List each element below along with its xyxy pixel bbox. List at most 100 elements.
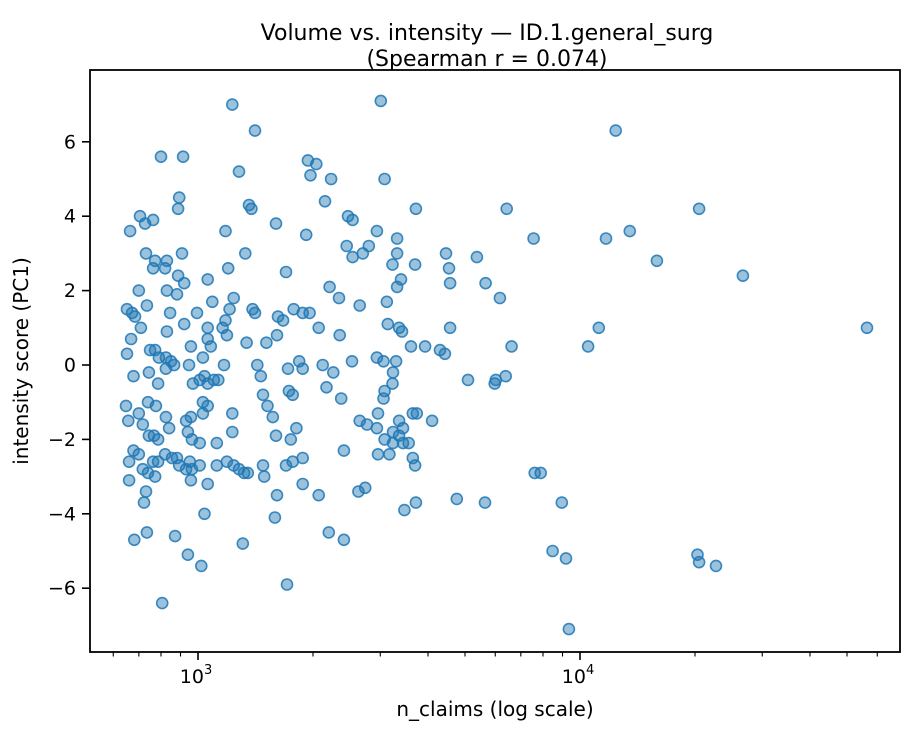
data-point bbox=[324, 172, 338, 186]
data-point bbox=[333, 328, 347, 342]
data-point bbox=[196, 407, 210, 420]
data-point bbox=[132, 407, 146, 420]
data-point bbox=[370, 351, 384, 364]
data-point bbox=[122, 414, 135, 428]
data-point bbox=[505, 340, 518, 353]
y-tick-label: 6 bbox=[64, 131, 76, 153]
data-point bbox=[470, 250, 484, 264]
data-point bbox=[219, 314, 232, 327]
data-point bbox=[257, 470, 271, 483]
data-point bbox=[500, 202, 514, 216]
data-point bbox=[358, 481, 372, 495]
data-point bbox=[159, 410, 173, 424]
data-point bbox=[151, 455, 165, 469]
data-point bbox=[406, 407, 420, 420]
data-point bbox=[268, 511, 282, 524]
data-point bbox=[409, 496, 423, 509]
data-point bbox=[239, 247, 252, 260]
data-point bbox=[534, 466, 548, 480]
data-point bbox=[562, 622, 576, 636]
data-point bbox=[122, 473, 136, 487]
data-point bbox=[184, 410, 198, 424]
data-point bbox=[219, 224, 232, 238]
data-point bbox=[479, 276, 492, 290]
y-axis-ticks: −6 −4 −2 0 2 4 6 bbox=[48, 131, 90, 600]
data-point bbox=[337, 533, 351, 547]
data-point bbox=[170, 451, 184, 465]
data-point bbox=[386, 377, 399, 390]
data-point bbox=[196, 351, 210, 364]
data-point bbox=[175, 247, 189, 260]
data-point bbox=[318, 195, 332, 208]
data-point bbox=[158, 261, 172, 275]
data-point bbox=[168, 529, 182, 543]
data-point bbox=[232, 165, 246, 178]
data-point bbox=[182, 358, 196, 372]
data-point bbox=[408, 459, 422, 472]
data-point bbox=[326, 366, 340, 379]
y-tick-label: 0 bbox=[64, 355, 76, 377]
data-point bbox=[119, 399, 133, 413]
data-point bbox=[128, 533, 141, 547]
data-point bbox=[337, 444, 351, 457]
data-point bbox=[709, 559, 723, 573]
data-point bbox=[256, 388, 270, 402]
data-point bbox=[122, 455, 136, 469]
data-point bbox=[623, 224, 637, 238]
data-point bbox=[408, 258, 422, 271]
data-point bbox=[439, 247, 453, 260]
data-point bbox=[279, 265, 293, 279]
data-point bbox=[390, 232, 404, 245]
data-point bbox=[141, 466, 155, 480]
data-point bbox=[599, 232, 613, 245]
data-point bbox=[139, 485, 153, 498]
data-point bbox=[162, 421, 176, 435]
data-point bbox=[380, 295, 394, 309]
data-point bbox=[155, 596, 169, 610]
data-point bbox=[438, 347, 452, 361]
data-point bbox=[390, 247, 404, 260]
data-point bbox=[395, 325, 409, 338]
data-point bbox=[236, 537, 250, 550]
data-point bbox=[245, 202, 258, 216]
data-point bbox=[370, 421, 384, 435]
data-point bbox=[221, 261, 235, 275]
x-axis-label: n_claims (log scale) bbox=[396, 697, 593, 721]
data-point bbox=[163, 306, 177, 320]
data-point bbox=[260, 336, 273, 350]
data-point bbox=[171, 202, 185, 216]
data-point bbox=[210, 436, 224, 450]
data-point bbox=[201, 377, 214, 390]
data-point bbox=[346, 250, 359, 264]
data-point bbox=[138, 217, 152, 230]
data-point bbox=[256, 459, 270, 472]
data-point bbox=[276, 314, 290, 327]
data-point bbox=[142, 366, 156, 379]
data-point bbox=[241, 466, 255, 480]
data-point bbox=[140, 526, 154, 539]
data-point bbox=[123, 224, 137, 238]
data-point bbox=[286, 388, 300, 402]
data-point bbox=[181, 548, 195, 562]
data-point bbox=[177, 317, 191, 331]
data-point bbox=[223, 302, 236, 316]
data-point bbox=[160, 325, 174, 338]
data-point bbox=[172, 459, 186, 472]
data-point bbox=[555, 496, 569, 509]
data-point bbox=[581, 340, 595, 353]
data-point bbox=[299, 228, 313, 242]
data-point bbox=[332, 291, 346, 305]
data-point bbox=[386, 436, 400, 450]
data-point bbox=[281, 362, 295, 376]
data-point bbox=[377, 392, 390, 405]
data-point bbox=[390, 280, 404, 294]
data-point bbox=[736, 269, 750, 283]
data-point bbox=[592, 321, 606, 335]
data-point bbox=[383, 447, 396, 461]
data-point bbox=[546, 544, 559, 558]
data-point bbox=[692, 202, 706, 216]
data-point bbox=[316, 358, 330, 372]
data-point bbox=[270, 328, 284, 342]
data-point bbox=[226, 98, 239, 111]
